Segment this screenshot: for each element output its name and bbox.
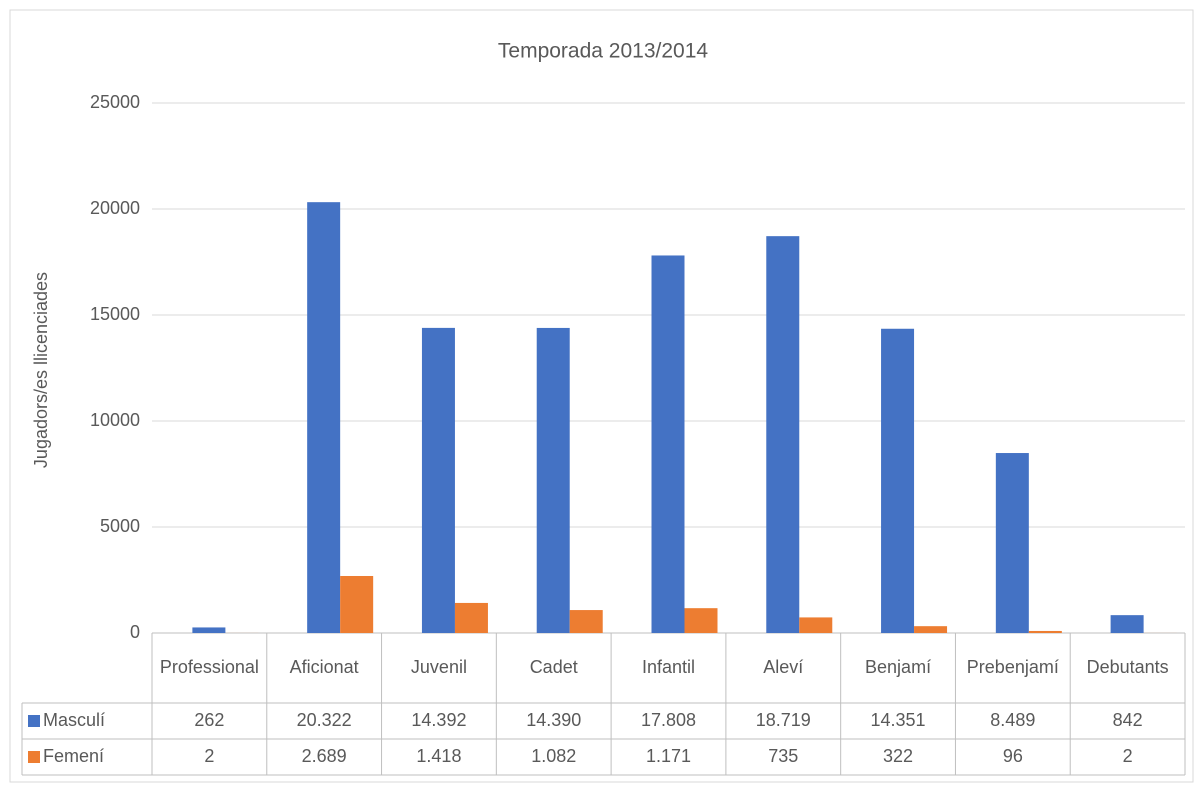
bar <box>881 328 915 633</box>
bar <box>454 602 488 633</box>
x-tick-label: Debutants <box>1087 657 1169 677</box>
y-tick-label: 20000 <box>90 198 140 218</box>
bar <box>799 617 833 633</box>
bar <box>307 202 341 634</box>
y-tick-label: 5000 <box>100 516 140 536</box>
table-value: 17.808 <box>641 710 696 730</box>
table-value: 322 <box>883 746 913 766</box>
legend-key <box>28 715 40 727</box>
table-value: 18.719 <box>756 710 811 730</box>
bar <box>536 327 570 633</box>
table-value: 842 <box>1113 710 1143 730</box>
x-tick-label: Aleví <box>763 657 803 677</box>
chart-title: Temporada 2013/2014 <box>498 40 708 63</box>
bar <box>766 236 800 633</box>
bar <box>1028 630 1062 633</box>
y-tick-label: 25000 <box>90 92 140 112</box>
table-value: 14.392 <box>411 710 466 730</box>
legend-label: Masculí <box>43 710 105 730</box>
x-tick-label: Juvenil <box>411 657 467 677</box>
x-tick-label: Cadet <box>530 657 578 677</box>
bar <box>914 626 948 633</box>
x-tick-label: Benjamí <box>865 657 931 677</box>
table-value: 2.689 <box>302 746 347 766</box>
legend-key <box>28 751 40 763</box>
bar <box>192 627 226 633</box>
y-tick-label: 15000 <box>90 304 140 324</box>
bar <box>421 327 455 633</box>
table-value: 14.351 <box>871 710 926 730</box>
y-axis-label: Jugadors/es llicenciades <box>31 272 51 468</box>
bar <box>651 255 685 633</box>
table-value: 8.489 <box>990 710 1035 730</box>
x-tick-label: Professional <box>160 657 259 677</box>
table-value: 735 <box>768 746 798 766</box>
bar <box>1110 615 1144 633</box>
bar <box>569 610 603 633</box>
table-value: 1.082 <box>531 746 576 766</box>
chart-frame <box>9 9 1194 783</box>
legend-label: Femení <box>43 746 104 766</box>
bar <box>995 453 1029 633</box>
bar <box>684 608 718 633</box>
y-tick-label: 10000 <box>90 410 140 430</box>
table-value: 1.418 <box>416 746 461 766</box>
x-tick-label: Prebenjamí <box>967 657 1059 677</box>
table-value: 96 <box>1003 746 1023 766</box>
table-value: 262 <box>194 710 224 730</box>
y-tick-label: 0 <box>130 622 140 642</box>
bar <box>340 575 374 633</box>
table-value: 2 <box>204 746 214 766</box>
x-tick-label: Aficionat <box>290 657 359 677</box>
table-value: 2 <box>1123 746 1133 766</box>
table-value: 1.171 <box>646 746 691 766</box>
table-value: 20.322 <box>297 710 352 730</box>
table-value: 14.390 <box>526 710 581 730</box>
x-tick-label: Infantil <box>642 657 695 677</box>
